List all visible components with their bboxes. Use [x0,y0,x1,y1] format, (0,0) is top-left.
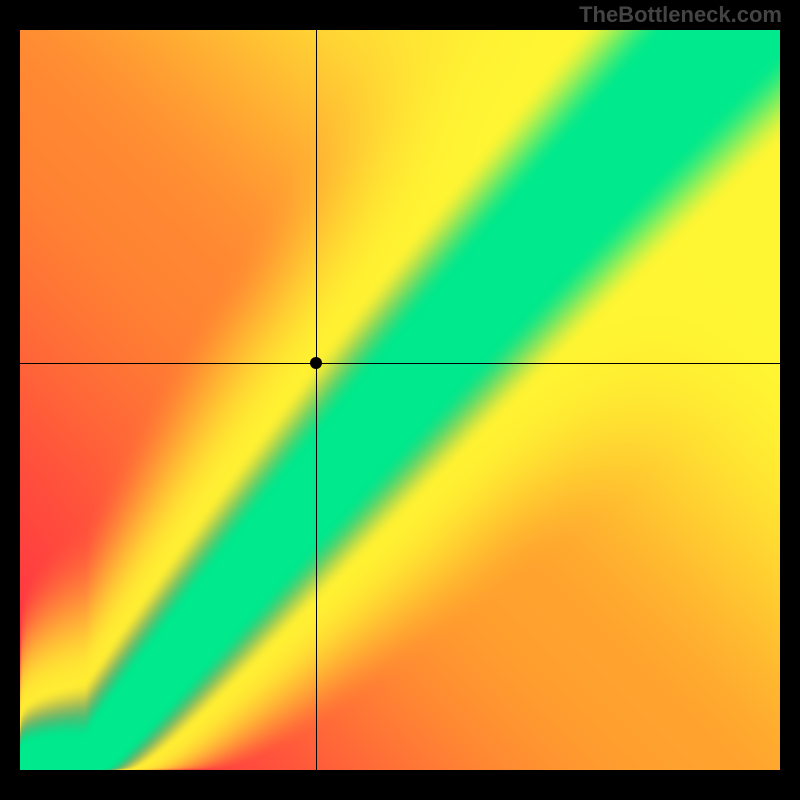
crosshair-marker [310,357,322,369]
crosshair-horizontal [20,363,780,364]
plot-area [20,30,780,770]
heatmap-canvas [20,30,780,770]
crosshair-vertical [316,30,317,770]
watermark: TheBottleneck.com [0,0,800,30]
